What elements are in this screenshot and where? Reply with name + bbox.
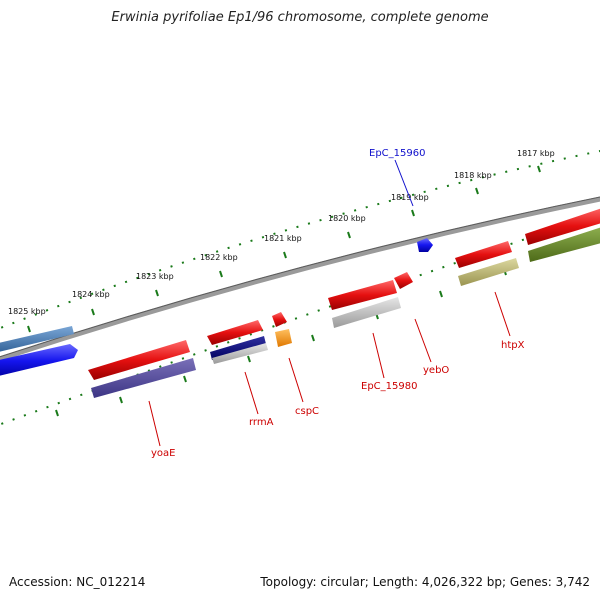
gene-arrow <box>0 326 74 352</box>
accession-text: Accession: NC_012214 <box>9 575 146 589</box>
gene-label-cspc: cspC <box>295 406 319 417</box>
outer-major-ticks <box>27 165 541 333</box>
gene-label-yoae: yoaE <box>151 448 175 459</box>
gene-arrow <box>528 227 600 262</box>
gene-arrow <box>207 320 263 345</box>
gene-arrow <box>275 329 292 347</box>
gene-arrow <box>328 280 397 310</box>
gene-label-epc15960: EpC_15960 <box>369 148 425 159</box>
gene-arrow <box>458 258 519 286</box>
tick-label: 1825 kbp <box>8 307 46 316</box>
tick-label: 1823 kbp <box>136 272 174 281</box>
gene-label-epc15980: EpC_15980 <box>361 381 417 392</box>
gene-labels: EpC_15960 yoaE rrmA cspC EpC_15980 yebO … <box>151 148 525 459</box>
leader-lines <box>148 159 511 447</box>
gene-arrow <box>332 297 401 328</box>
gene-arrow <box>525 208 600 245</box>
tick-label: 1817 kbp <box>517 149 555 158</box>
map-title: Erwinia pyrifoliae Ep1/96 chromosome, co… <box>111 10 489 25</box>
tick-label: 1824 kbp <box>72 290 110 299</box>
topology-text: Topology: circular; Length: 4,026,322 bp… <box>260 575 590 589</box>
gene-arrow <box>394 272 413 289</box>
gene-arrow <box>88 340 190 380</box>
tick-label: 1822 kbp <box>200 253 238 262</box>
gene-arrow <box>417 238 433 252</box>
gene-label-htpx: htpX <box>501 340 525 351</box>
gene-arrow <box>210 336 266 360</box>
tick-label: 1821 kbp <box>264 234 302 243</box>
gene-arrow <box>212 343 268 364</box>
tick-label: 1818 kbp <box>454 171 492 180</box>
gene-label-yebo: yebO <box>423 365 449 376</box>
inner-tick-ring <box>0 212 600 426</box>
kbp-labels: 1825 kbp 1824 kbp 1823 kbp 1822 kbp 1821… <box>8 149 555 316</box>
tick-label: 1820 kbp <box>328 214 366 223</box>
chromosome-backbone <box>0 196 600 362</box>
gene-label-rrma: rrmA <box>249 417 274 428</box>
chromosome-backbone-highlight <box>0 196 600 358</box>
gene-arrow <box>272 312 287 327</box>
gene-arrow <box>0 344 78 376</box>
gene-arrow <box>455 241 512 268</box>
gene-arrow <box>91 358 196 398</box>
